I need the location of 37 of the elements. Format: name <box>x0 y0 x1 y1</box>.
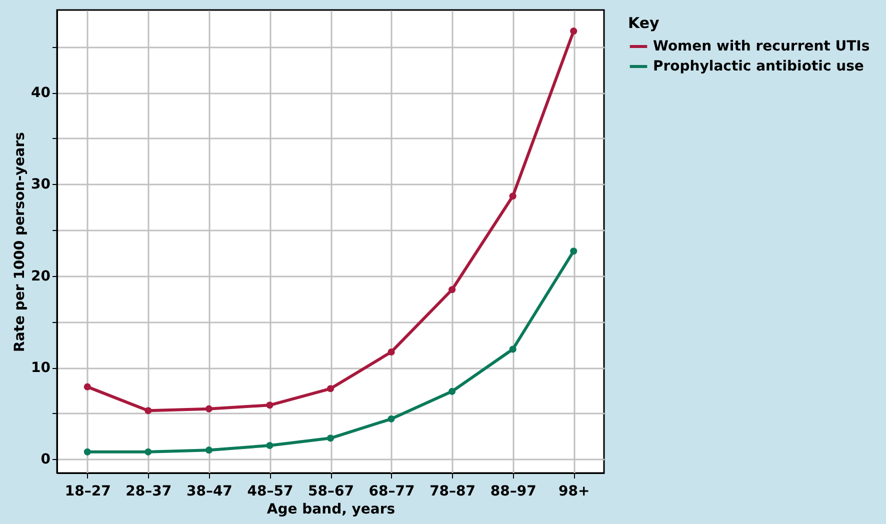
point <box>448 286 456 294</box>
point <box>205 405 212 412</box>
legend-label: Women with recurrent UTIs <box>653 38 870 54</box>
point <box>509 346 516 353</box>
x-tick-label: 68–77 <box>368 484 415 500</box>
x-tick-label: 58–67 <box>308 484 354 500</box>
x-tick-label: 88–97 <box>490 484 536 500</box>
point <box>144 448 152 456</box>
x-tick-label: 18–27 <box>64 484 111 500</box>
y-axis-title: Rate per 1000 person-years <box>12 132 28 352</box>
legend-title: Key <box>628 14 660 32</box>
y-tick-label: 0 <box>40 452 51 468</box>
point <box>448 388 456 395</box>
y-tick-label: 30 <box>31 176 51 193</box>
x-axis-title: Age band, years <box>266 502 396 518</box>
x-tick-label: 48–57 <box>247 484 294 500</box>
x-tick-label: 38–47 <box>186 484 232 500</box>
point <box>84 448 91 456</box>
x-tick-label: 28–37 <box>126 484 172 500</box>
point <box>570 28 578 35</box>
y-tick-label: 40 <box>31 85 51 102</box>
y-tick-label: 20 <box>31 268 51 284</box>
point <box>205 446 212 454</box>
legend-label: Prophylactic antibiotic use <box>653 58 864 74</box>
point <box>84 383 91 390</box>
x-tick-label: 78–87 <box>430 484 476 500</box>
point <box>509 192 516 200</box>
point <box>144 407 152 414</box>
point <box>266 402 274 409</box>
point <box>266 442 274 450</box>
x-tick-label: 98+ <box>558 484 590 500</box>
point <box>388 348 395 356</box>
point <box>326 385 334 392</box>
y-tick-label: 10 <box>31 360 51 376</box>
point <box>388 415 395 422</box>
point <box>326 434 334 442</box>
point <box>570 248 578 255</box>
